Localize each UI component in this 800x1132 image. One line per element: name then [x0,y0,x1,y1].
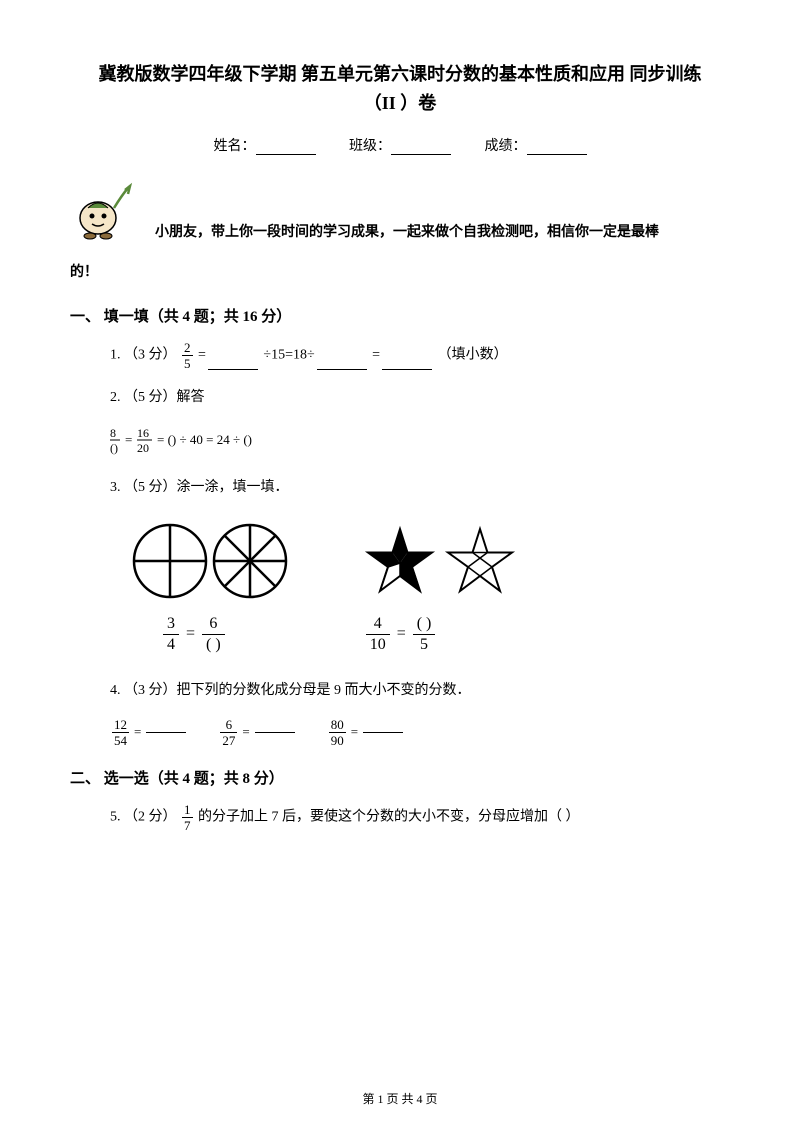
q4-frac-2: 627 = [218,718,296,747]
q4-frac-3: 8090 = [327,718,405,747]
q5-fraction: 17 [182,803,193,832]
q4-blank-2[interactable] [255,732,295,733]
q1-blank3[interactable] [382,369,432,370]
fraction-eq-1: 34 = 6( ) [160,616,228,653]
q1-blank1[interactable] [208,369,258,370]
question-3: 3. （5 分）涂一涂，填一填． [110,475,730,500]
fraction-equations: 34 = 6( ) 410 = ( )5 [160,616,730,653]
info-line: 姓名： 班级： 成绩： [70,135,730,155]
q3-points: （5 分） [124,480,177,495]
q1-fraction: 25 [182,341,193,370]
q4-num: 4. [110,683,124,698]
question-4: 4. （3 分）把下列的分数化成分母是 9 而大小不变的分数． [110,678,730,703]
q2-num: 2. [110,390,124,405]
svg-text:20: 20 [137,441,149,455]
title-main: 冀教版数学四年级下学期 第五单元第六课时分数的基本性质和应用 同步训练 [70,60,730,89]
q4-text: 把下列的分数化成分母是 9 而大小不变的分数． [177,683,471,698]
question-2: 2. （5 分）解答 [110,385,730,410]
q1-eq2: = [372,348,380,363]
q4-blank-1[interactable] [146,732,186,733]
svg-text:(): () [110,441,118,455]
mascot-icon [70,180,140,245]
q2-text: 解答 [177,390,205,405]
q5-num: 5. [110,809,124,824]
q1-num: 1. [110,348,124,363]
svg-text:=: = [125,432,132,447]
question-1: 1. （3 分） 25 = ÷15=18÷ = （填小数） [110,341,730,370]
stars-group [360,521,520,601]
star-outline [440,521,520,601]
q4-blank-3[interactable] [363,732,403,733]
shapes-row [130,521,730,601]
q1-blank2[interactable] [317,369,367,370]
name-blank[interactable] [256,154,316,155]
star-filled [360,521,440,601]
q1-text2: ÷15=18÷ [263,348,314,363]
fraction-eq-2: 410 = ( )5 [363,616,439,653]
svg-text:8: 8 [110,426,116,440]
score-blank[interactable] [527,154,587,155]
circles-group [130,521,290,601]
q4-frac-1: 1254 = [110,718,188,747]
intro-text-1: 小朋友，带上你一段时间的学习成果，一起来做个自我检测吧，相信你一定是最棒 [155,180,659,245]
q2-points: （5 分） [124,390,177,405]
q5-text: 的分子加上 7 后，要使这个分数的大小不变，分母应增加（ ） [198,809,580,824]
q1-suffix: （填小数） [438,348,508,363]
q2-equation: 8 () = 16 20 = () ÷ 40 = 24 ÷ () [110,425,730,460]
q3-text: 涂一涂，填一填． [177,480,289,495]
svg-text:16: 16 [137,426,149,440]
name-label: 姓名： [214,139,256,154]
question-5: 5. （2 分） 17 的分子加上 7 后，要使这个分数的大小不变，分母应增加（… [110,803,730,832]
q1-eq1: = [198,348,206,363]
intro-section: 小朋友，带上你一段时间的学习成果，一起来做个自我检测吧，相信你一定是最棒 [70,180,730,245]
q4-points: （3 分） [124,683,177,698]
score-label: 成绩： [485,139,527,154]
class-blank[interactable] [391,154,451,155]
class-label: 班级： [349,139,391,154]
title-sub: （II ）卷 [70,89,730,115]
intro-text-2: 的！ [70,260,730,285]
q3-num: 3. [110,480,124,495]
svg-text:= () ÷ 40 = 24 ÷ (): = () ÷ 40 = 24 ÷ () [157,432,252,447]
circle-8-parts [210,521,290,601]
q4-fractions: 1254 = 627 = 8090 = [110,718,730,747]
page-footer: 第 1 页 共 4 页 [0,1090,800,1107]
section1-heading: 一、 填一填（共 4 题；共 16 分） [70,305,730,326]
section2-heading: 二、 选一选（共 4 题；共 8 分） [70,767,730,788]
circle-4-parts [130,521,210,601]
q1-points: （3 分） [124,348,177,363]
q5-points: （2 分） [124,809,177,824]
